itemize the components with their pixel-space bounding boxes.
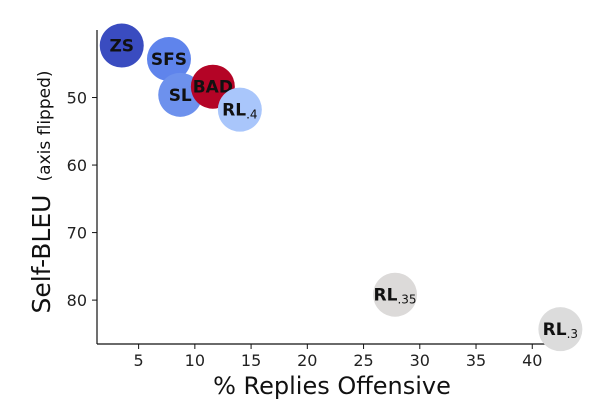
x-tick-label: 25 [353, 351, 373, 370]
x-tick-label: 35 [466, 351, 486, 370]
data-point-marker [217, 87, 262, 132]
x-tick-label: 15 [241, 351, 261, 370]
y-tick-label: 60 [67, 156, 87, 175]
x-tick-label: 40 [522, 351, 542, 370]
data-points: ZS SFS SL BAD RL.4 RL.35 RL.3 [99, 23, 583, 352]
data-point: SFS [146, 37, 191, 82]
data-point-marker [373, 272, 418, 317]
data-point-label: SL [169, 86, 192, 106]
data-point: ZS [99, 23, 144, 68]
y-axis-title: Self-BLEU (axis flipped) [27, 70, 56, 313]
axes [96, 30, 566, 345]
data-point-label: SFS [151, 50, 187, 70]
y-tick-label: 80 [67, 291, 87, 310]
data-point-label: RL.4 [222, 101, 257, 122]
y-axis-title-note: (axis flipped) [35, 70, 55, 181]
data-point-label: BAD [193, 78, 233, 98]
data-point-label: RL.35 [374, 286, 417, 307]
data-point: RL.35 [373, 272, 418, 317]
data-point-label: ZS [109, 37, 134, 57]
data-point-marker [146, 37, 191, 82]
data-point: RL.3 [538, 307, 583, 352]
data-point: RL.4 [217, 87, 262, 132]
data-point-marker [538, 307, 583, 352]
x-tick-label: 20 [297, 351, 317, 370]
x-tick-label: 30 [410, 351, 430, 370]
data-point-label: RL.3 [543, 320, 578, 341]
data-point-marker [99, 23, 144, 68]
y-ticks: 50 60 70 80 [67, 89, 97, 310]
y-tick-label: 70 [67, 224, 87, 243]
y-tick-label: 50 [67, 89, 87, 108]
x-tick-label: 10 [185, 351, 205, 370]
x-ticks: 5 10 15 20 25 30 35 40 [134, 344, 542, 370]
x-axis-title: % Replies Offensive [213, 372, 451, 400]
x-tick-label: 5 [134, 351, 144, 370]
y-axis-title-main: Self-BLEU [27, 195, 56, 314]
